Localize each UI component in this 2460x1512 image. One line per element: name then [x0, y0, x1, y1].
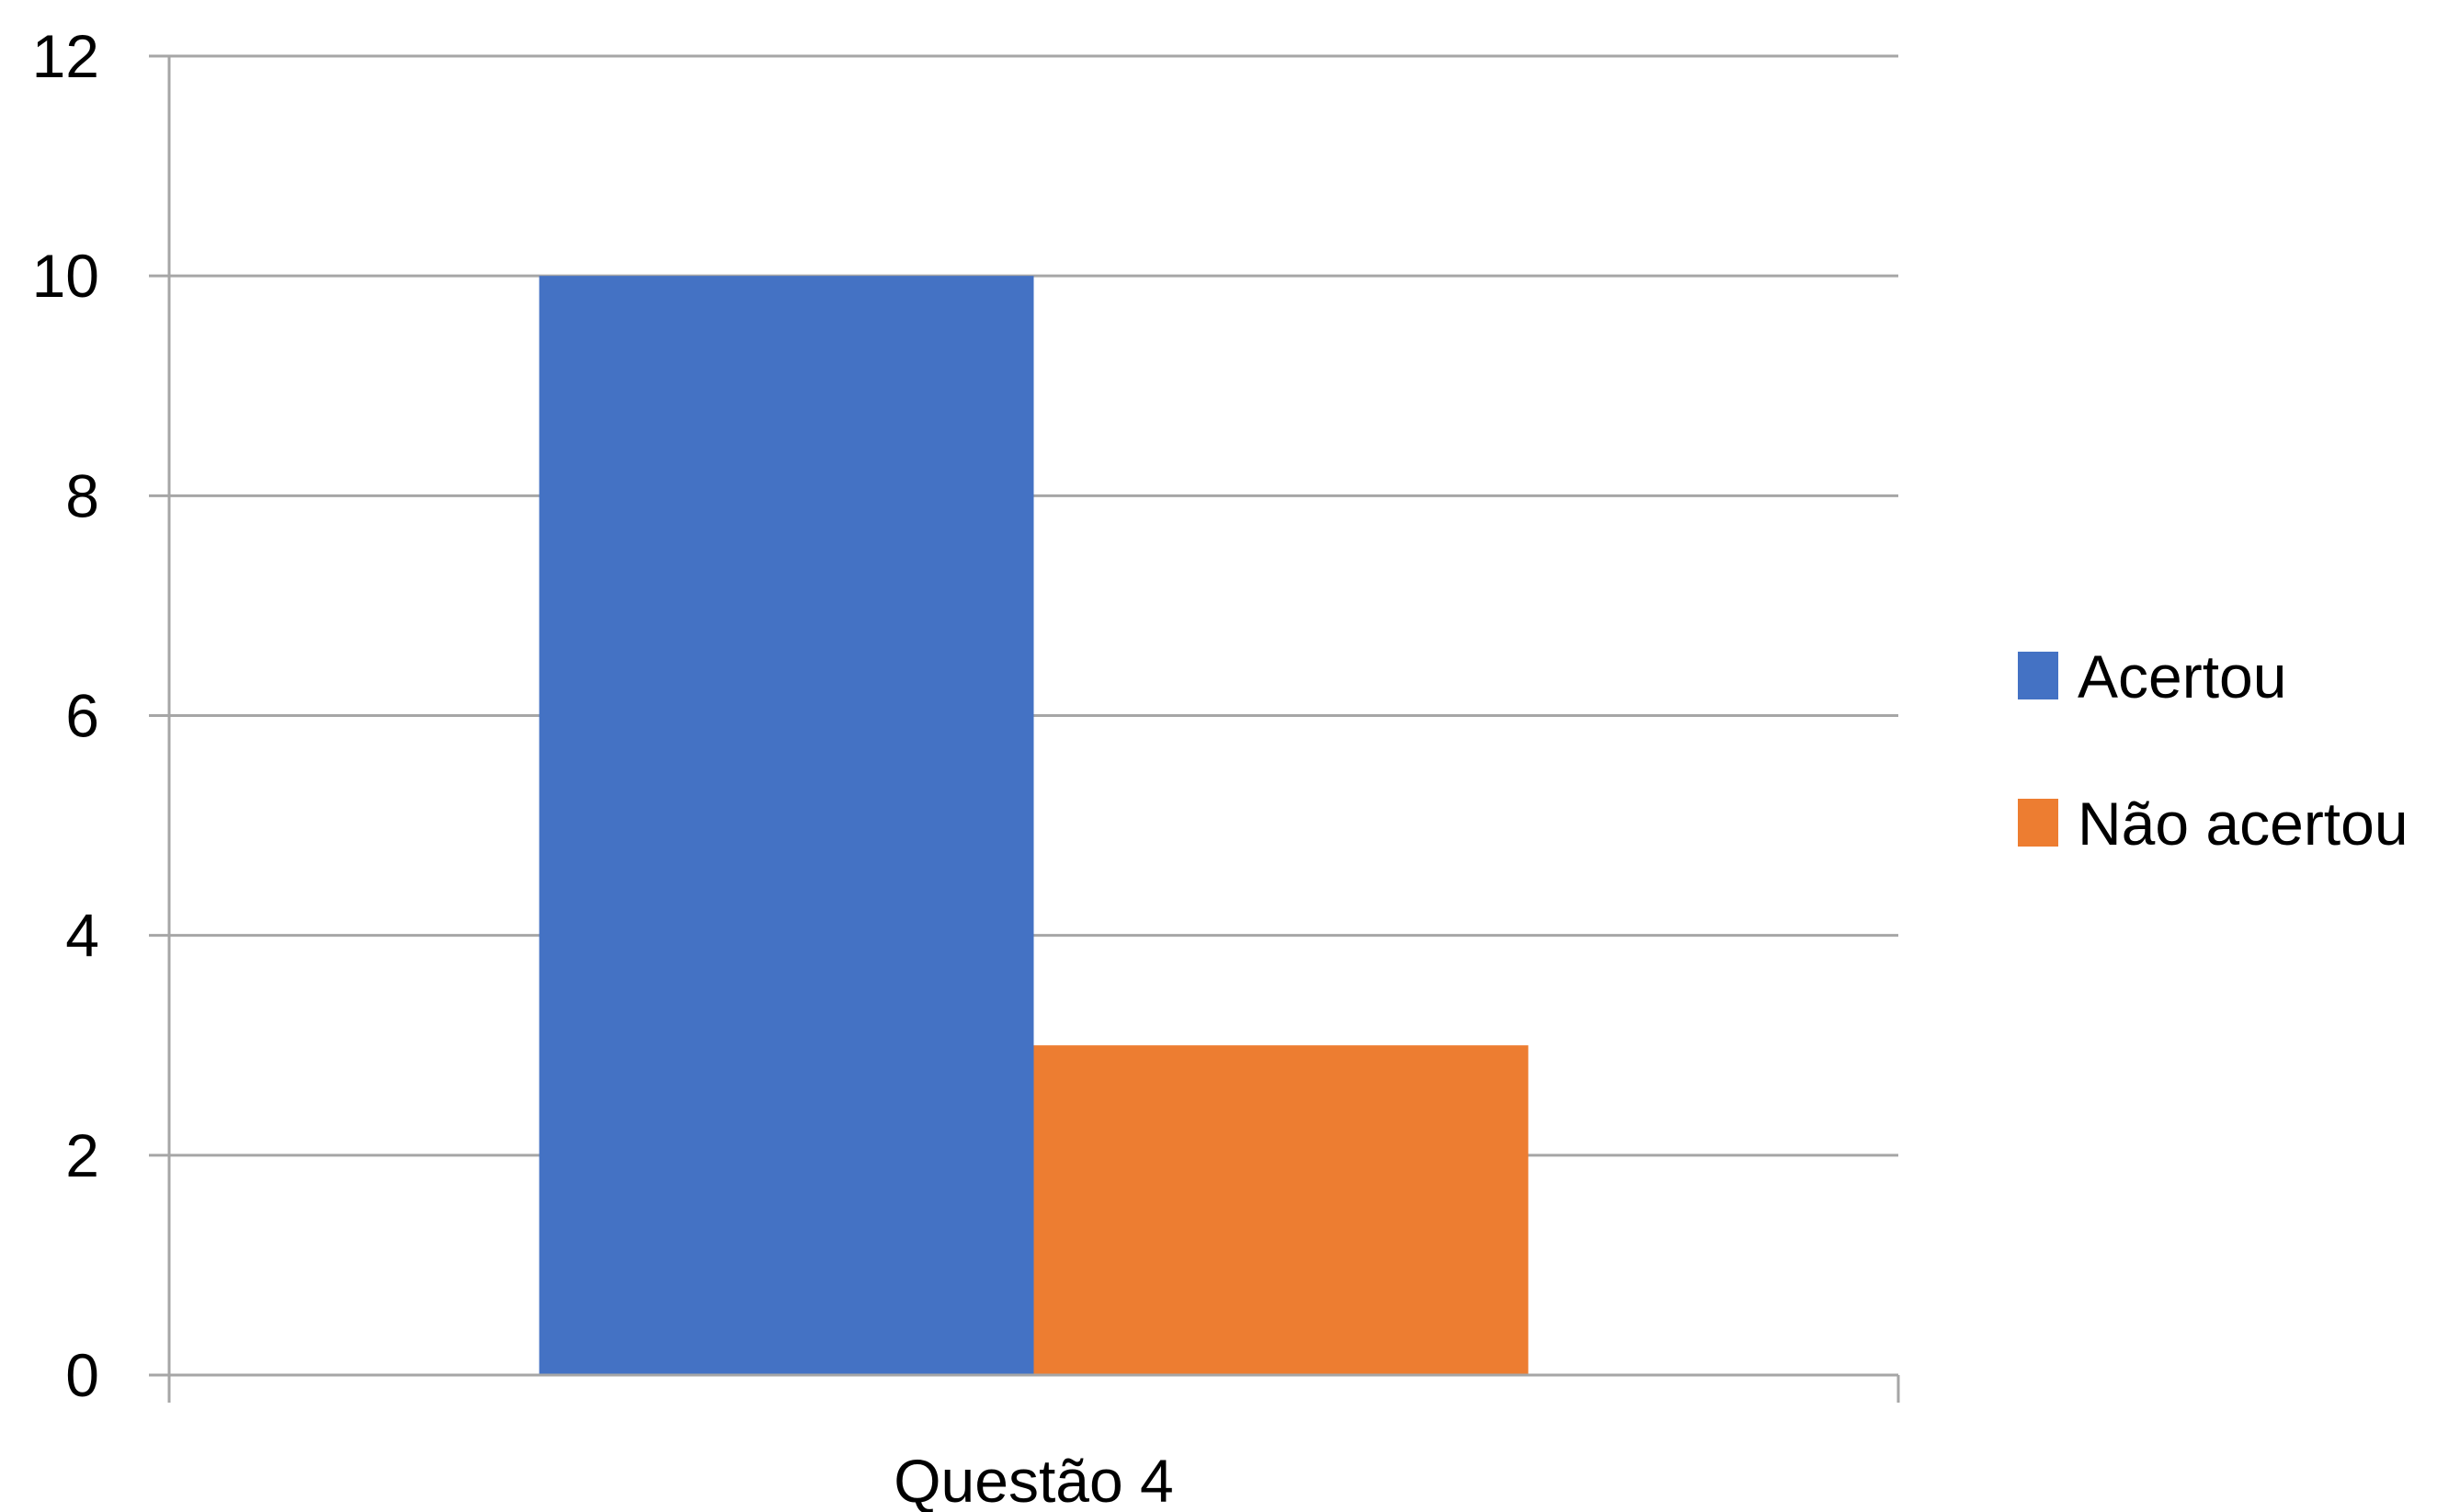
y-tick-label-2: 2 — [65, 1121, 99, 1189]
y-tick-label-10: 10 — [32, 242, 99, 310]
y-tick-labels: 0 2 4 6 8 10 12 — [32, 22, 99, 1409]
x-tick-labels: Questão 4 — [894, 1447, 1174, 1512]
axes — [149, 56, 1900, 1403]
bar-acertou-0 — [539, 276, 1034, 1376]
y-tick-label-0: 0 — [65, 1341, 99, 1409]
bars — [539, 276, 1529, 1376]
y-tick-label-12: 12 — [32, 22, 99, 90]
y-tick-label-4: 4 — [65, 902, 99, 970]
legend-swatch-n-o-acertou — [2018, 799, 2058, 847]
legend: Acertou Não acertou — [2018, 642, 2409, 858]
legend-label-n-o-acertou: Não acertou — [2078, 790, 2409, 858]
bar-n-o-acertou-0 — [1033, 1045, 1529, 1375]
y-tick-label-6: 6 — [65, 682, 99, 750]
y-tick-label-8: 8 — [65, 461, 99, 529]
legend-swatch-acertou — [2018, 652, 2058, 699]
legend-label-acertou: Acertou — [2078, 642, 2286, 711]
x-tick-label-0: Questão 4 — [894, 1447, 1174, 1512]
